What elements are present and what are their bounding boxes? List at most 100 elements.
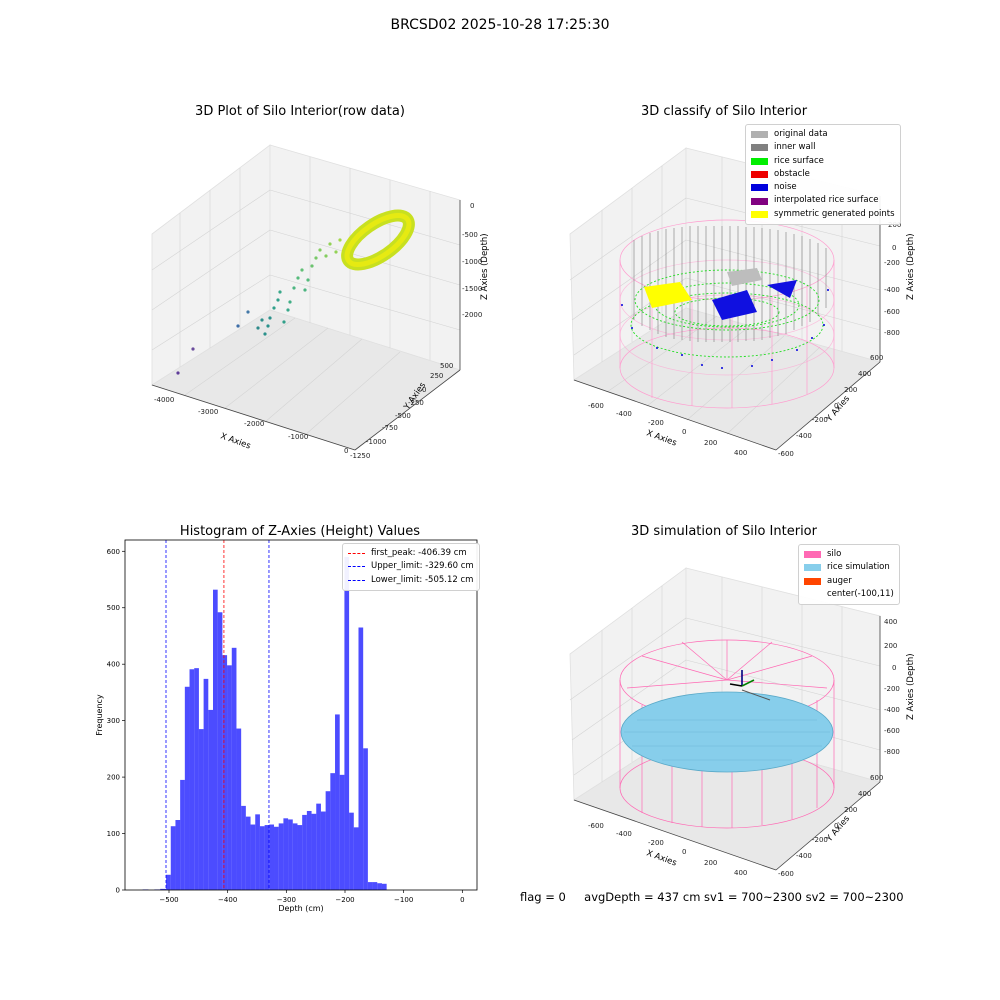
histogram-bar <box>292 823 298 890</box>
histogram-bar <box>283 818 289 890</box>
raw-x-axis-label: X Axies <box>219 431 252 451</box>
stats-text: avgDepth = 437 cm sv1 = 700~2300 sv2 = 7… <box>584 890 904 904</box>
histogram-x-tick-label: −500 <box>159 896 178 904</box>
histogram-bar <box>241 805 246 890</box>
classify-legend-entry: obstacle <box>751 168 895 181</box>
histogram-frame <box>124 539 478 891</box>
classify-x-axis-label: X Axies <box>645 428 678 448</box>
classify-noise <box>621 289 829 369</box>
histogram-bar <box>208 709 213 890</box>
histogram-bar <box>363 748 368 890</box>
histogram-bar <box>335 714 340 890</box>
simulation-x-axis-label: X Axies <box>645 848 678 868</box>
simulation-y-tick: 400 <box>858 790 871 798</box>
simulation-legend: silo rice simulation auger center(-100,1… <box>798 544 900 606</box>
legend-swatch <box>751 144 768 152</box>
classify-symmetric-points <box>644 282 692 308</box>
histogram-bar <box>278 823 284 890</box>
histogram-legend-entry: Upper_limit: -329.60 cm <box>348 560 474 573</box>
simulation-legend-entry: rice simulation <box>804 561 894 574</box>
histogram-y-tick-label: 300 <box>107 717 120 725</box>
histogram-bar <box>297 825 303 890</box>
histogram-legend: first_peak: -406.39 cm Upper_limit: -329… <box>342 543 480 591</box>
raw-y-tick: 0 <box>422 386 426 394</box>
histogram-bar <box>372 882 378 890</box>
raw-dense-ring <box>341 209 415 271</box>
classify-y-tick: -400 <box>796 432 812 440</box>
classify-x-tick: -600 <box>588 402 604 410</box>
raw-z-axis-label: Z Axies (Depth) <box>480 233 490 300</box>
simulation-y-tick: -400 <box>796 852 812 860</box>
classify-z-tick: 0 <box>892 244 896 252</box>
histogram-bar <box>175 820 181 890</box>
simulation-legend-entry: center(-100,11) <box>827 588 894 599</box>
legend-swatch <box>751 184 768 192</box>
histogram-x-tick-label: −200 <box>335 896 354 904</box>
raw-z-tick: -1000 <box>462 258 482 266</box>
classify-legend-entry: interpolated rice surface <box>751 194 895 207</box>
legend-swatch <box>751 171 768 179</box>
raw-x-tick: -2000 <box>244 420 264 428</box>
classify-x-tick: -400 <box>616 410 632 418</box>
classify-y-tick: -600 <box>778 450 794 458</box>
histogram-bar <box>227 665 232 890</box>
classify-y-tick: -200 <box>812 416 828 424</box>
simulation-z-axis-label: Z Axies (Depth) <box>906 653 916 720</box>
simulation-y-tick: 200 <box>844 806 857 814</box>
legend-swatch <box>751 210 768 218</box>
classify-z-tick: -400 <box>884 286 900 294</box>
simulation-x-tick: 200 <box>704 859 717 867</box>
histogram-bar <box>189 669 195 890</box>
raw-grid <box>151 157 461 436</box>
raw-x-tick: -4000 <box>154 396 174 404</box>
histogram-bar <box>320 811 326 890</box>
classify-y-tick: 0 <box>834 402 838 410</box>
histogram-chart: −500 −400 −300 −200 −100 0 0 100 200 300 400 500 60… <box>95 539 478 913</box>
histogram-bar <box>377 883 382 890</box>
histogram-y-tick-label: 500 <box>107 604 120 612</box>
histogram-bar <box>250 824 256 890</box>
histogram-x-ticks: −500 −400 −300 −200 −100 0 <box>159 890 465 904</box>
histogram-bar <box>311 813 317 890</box>
raw-z-tick: -1500 <box>462 285 482 293</box>
histogram-bar <box>274 826 279 890</box>
figure-title: BRCSD02 2025-10-28 17:25:30 <box>390 17 610 33</box>
histogram-bar <box>160 888 167 890</box>
histogram-bar <box>255 814 260 890</box>
classify-original-data <box>727 268 762 286</box>
histogram-bar <box>302 814 307 890</box>
histogram-bar <box>349 812 354 890</box>
histogram-bar <box>180 779 185 890</box>
histogram-y-tick-label: 0 <box>116 887 120 895</box>
histogram-bar <box>269 824 275 890</box>
simulation-x-tick: 0 <box>682 848 686 856</box>
raw-z-tick: -2000 <box>462 311 482 319</box>
histogram-bar <box>330 773 336 890</box>
histogram-x-axis-label: Depth (cm) <box>278 904 323 913</box>
histogram-bar <box>231 647 237 890</box>
simulation-z-tick: -600 <box>884 727 900 735</box>
simulation-3d-plot: -600 -400 -200 0 200 400 600 400 200 0 -… <box>569 567 916 878</box>
histogram-bar <box>381 883 387 890</box>
histogram-bar <box>170 826 176 890</box>
histogram-bar <box>245 816 251 890</box>
status-footer: flag = 0 avgDepth = 437 cm sv1 = 700~230… <box>520 890 904 904</box>
raw-x-tick: -1000 <box>288 433 308 441</box>
classify-legend-entry: original data <box>751 128 895 141</box>
histogram-bar <box>358 627 364 890</box>
histogram-bar <box>198 729 204 890</box>
simulation-x-tick: 400 <box>734 869 747 877</box>
classify-z-tick: -200 <box>884 259 900 267</box>
histogram-x-tick-label: −400 <box>218 896 237 904</box>
simulation-z-tick: 400 <box>884 618 897 626</box>
histogram-bar <box>194 668 199 890</box>
simulation-z-tick: -400 <box>884 706 900 714</box>
histogram-y-tick-label: 100 <box>107 830 120 838</box>
classify-plot-title: 3D classify of Silo Interior <box>640 104 808 119</box>
simulation-z-tick: -200 <box>884 685 900 693</box>
histogram-bar <box>353 827 359 890</box>
simulation-x-tick: -200 <box>648 839 664 847</box>
raw-y-tick: -250 <box>408 399 424 407</box>
raw-y-tick: -750 <box>382 424 398 432</box>
simulation-rice-texture <box>624 719 830 761</box>
